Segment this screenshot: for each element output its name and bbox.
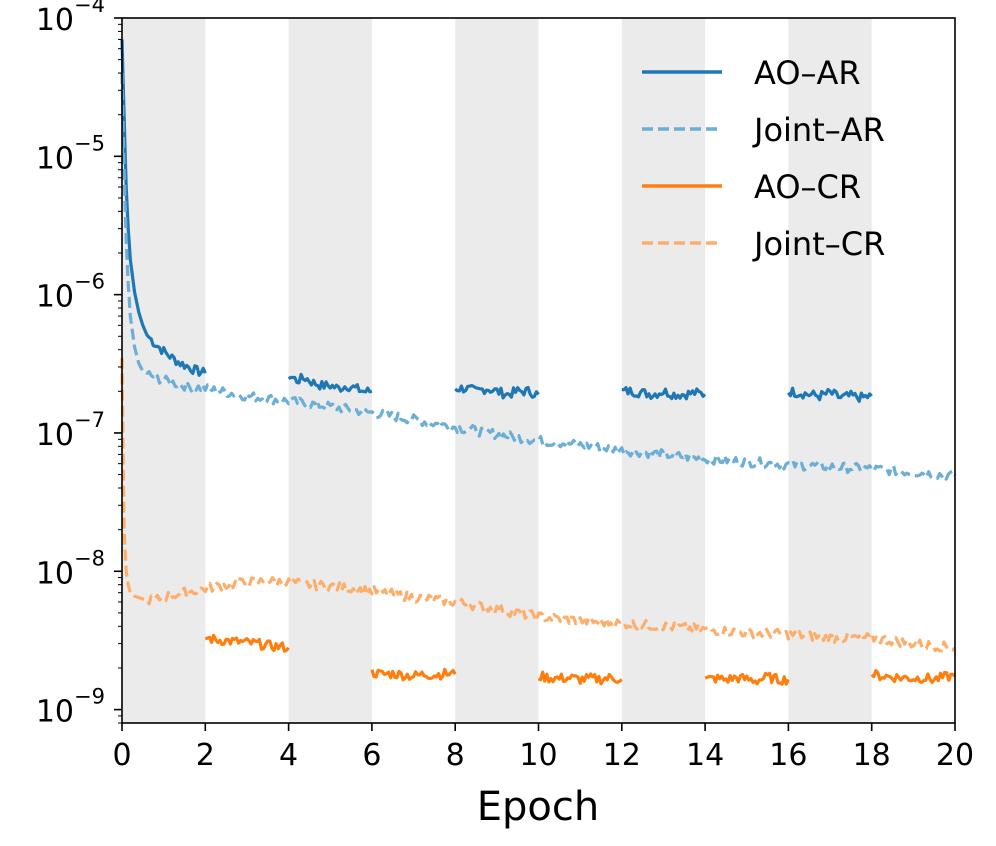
x-tick-label-1: 2 [196,738,215,773]
series-1-segment-0 [120,72,957,481]
series-0-segment-0 [120,39,207,377]
series-0-segment-1 [287,372,373,394]
legend-label-2: AO–CR [754,168,861,206]
x-axis: 0 2 4 6 8 10 12 14 16 18 20 [112,723,974,773]
x-axis-label: Epoch [477,784,599,830]
series-0-segment-2 [454,384,540,400]
series-0-segment-3 [621,386,707,401]
x-tick-label-7: 14 [686,738,724,773]
y-tick-exponent-4: −5 [74,131,105,155]
y-tick-exponent-0: −9 [74,685,105,709]
y-tick-label-1: 10 [36,556,74,591]
x-tick-label-5: 10 [519,738,557,773]
series-0-segment-4 [787,386,873,403]
series-2-segment-4 [870,669,956,684]
series-2-segment-1 [370,667,457,682]
legend: AO–AR Joint–AR AO–CR Joint–CR [642,54,885,263]
x-tick-label-9: 18 [853,738,891,773]
shaded-band-1 [288,18,372,723]
legend-label-3: Joint–CR [752,225,885,263]
x-tick-label-10: 20 [936,738,974,773]
x-tick-label-4: 8 [446,738,465,773]
y-tick-exponent-3: −6 [74,270,105,294]
y-tick-label-5: 10 [36,3,74,38]
x-tick-label-8: 16 [769,738,807,773]
y-tick-label-0: 10 [36,695,74,730]
x-tick-label-3: 6 [362,738,381,773]
y-tick-exponent-1: −8 [74,546,105,570]
series-2-segment-2 [537,670,623,686]
y-tick-label-4: 10 [36,141,74,176]
y-tick-exponent-5: −4 [74,0,105,17]
plot-series [120,39,957,686]
series-2-segment-3 [704,671,790,686]
series-3-segment-0 [120,357,957,653]
y-tick-label-3: 10 [36,280,74,315]
shaded-bands [122,18,872,723]
y-tick-exponent-2: −7 [74,408,105,432]
x-tick-label-2: 4 [279,738,298,773]
legend-label-1: Joint–AR [752,111,885,149]
y-axis: 10−910−810−710−610−510−4 [36,0,122,730]
series-2-segment-0 [204,633,290,653]
shaded-band-4 [788,18,872,723]
x-tick-label-6: 12 [603,738,641,773]
x-tick-label-0: 0 [112,738,131,773]
shaded-band-3 [621,18,706,723]
y-tick-label-2: 10 [36,418,74,453]
legend-label-0: AO–AR [754,54,861,92]
